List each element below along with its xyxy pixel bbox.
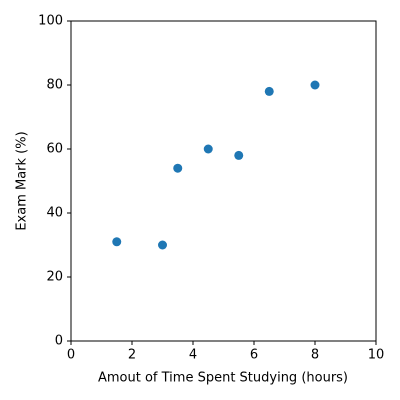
- point: [203, 144, 213, 154]
- y-tick-label: 100: [38, 14, 63, 29]
- point: [173, 163, 183, 173]
- point: [234, 150, 244, 160]
- x-axis-label: Amout of Time Spent Studying (hours): [98, 371, 348, 386]
- x-tick-label: 6: [250, 348, 258, 363]
- y-tick-label: 80: [46, 78, 63, 93]
- y-tick-label: 0: [55, 334, 63, 349]
- point: [158, 240, 167, 250]
- x-tick-label: 10: [368, 348, 385, 363]
- y-tick-label: 60: [46, 142, 63, 157]
- point: [264, 86, 274, 96]
- plot-frame: [70, 20, 377, 342]
- x-tick-label: 2: [128, 348, 136, 363]
- y-tick-label: 20: [46, 270, 63, 285]
- y-axis-label: Exam Mark (%): [15, 131, 30, 230]
- point: [112, 237, 122, 247]
- x-tick-label: 4: [189, 348, 197, 363]
- x-tick-label: 8: [311, 348, 319, 363]
- point: [310, 80, 320, 90]
- y-tick-label: 40: [46, 206, 63, 221]
- x-tick-label: 0: [67, 348, 75, 363]
